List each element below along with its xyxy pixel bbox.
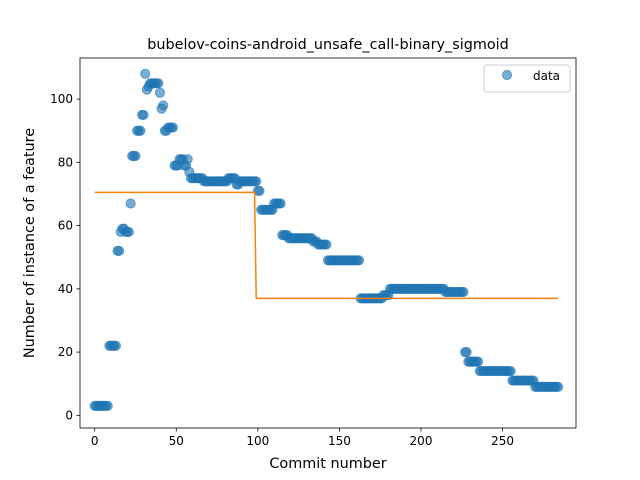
x-axis-label: Commit number bbox=[269, 456, 386, 472]
y-tick-label: 20 bbox=[58, 345, 73, 359]
data-point bbox=[158, 100, 169, 111]
data-point bbox=[251, 176, 262, 187]
y-tick-label: 40 bbox=[58, 282, 73, 296]
chart-title: bubelov-coins-android_unsafe_call-binary… bbox=[147, 37, 509, 53]
data-point bbox=[473, 356, 484, 367]
data-point bbox=[167, 122, 179, 133]
data-point bbox=[140, 68, 151, 79]
axes-frame bbox=[79, 57, 577, 429]
data-point bbox=[110, 340, 121, 351]
x-tick-label: 0 bbox=[91, 434, 99, 448]
data-point bbox=[153, 78, 164, 89]
x-tick-label: 100 bbox=[246, 434, 269, 448]
fit-line-layer bbox=[94, 191, 559, 300]
data-point bbox=[275, 198, 286, 209]
data-point bbox=[505, 365, 516, 377]
x-tick-label: 250 bbox=[491, 434, 514, 448]
y-axis-ticks: 0 20 40 60 80 100 bbox=[50, 92, 80, 422]
data-point bbox=[552, 381, 564, 392]
data-point bbox=[135, 125, 146, 136]
legend: data bbox=[483, 64, 571, 93]
x-tick-label: 150 bbox=[328, 434, 351, 448]
data-point bbox=[138, 109, 149, 121]
data-layer bbox=[89, 68, 564, 411]
legend-label-data: data bbox=[533, 69, 560, 83]
data-point bbox=[353, 255, 365, 266]
data-point bbox=[125, 198, 136, 209]
data-point bbox=[254, 185, 265, 196]
legend-marker-data bbox=[501, 69, 513, 81]
data-point bbox=[123, 226, 135, 238]
data-point bbox=[458, 286, 469, 298]
y-tick-label: 100 bbox=[50, 92, 73, 106]
y-tick-label: 60 bbox=[58, 219, 73, 233]
data-point bbox=[130, 150, 141, 162]
y-axis-label: Number of instance of a feature bbox=[22, 128, 38, 358]
y-tick-label: 0 bbox=[65, 408, 73, 422]
data-point bbox=[102, 400, 113, 411]
data-point bbox=[182, 154, 193, 165]
data-point bbox=[114, 245, 125, 257]
data-point bbox=[461, 347, 472, 358]
fit-line bbox=[94, 191, 559, 300]
y-tick-label: 80 bbox=[58, 155, 73, 169]
x-tick-label: 200 bbox=[410, 434, 433, 448]
x-tick-label: 50 bbox=[169, 434, 184, 448]
x-axis-ticks: 0 50 100 150 200 250 bbox=[91, 428, 514, 448]
data-point bbox=[321, 239, 332, 250]
data-point bbox=[154, 87, 166, 98]
